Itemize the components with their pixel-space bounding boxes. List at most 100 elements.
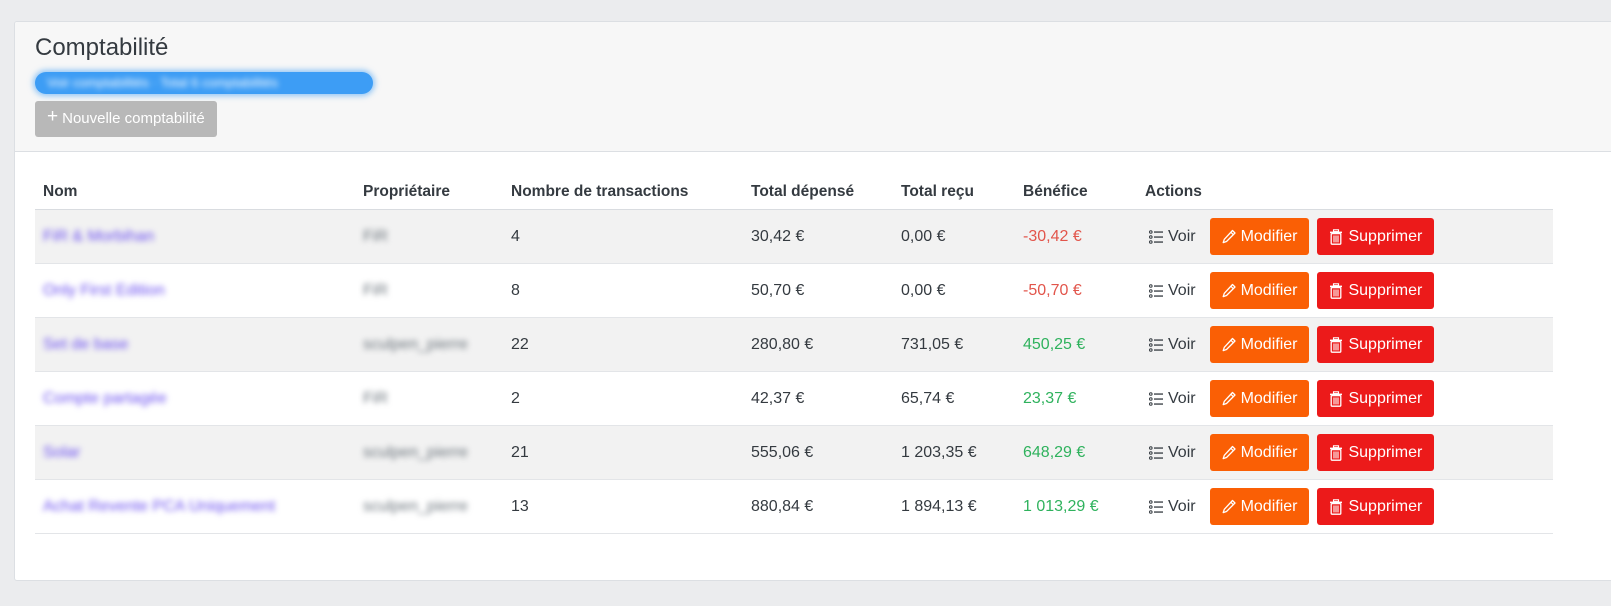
edit-button[interactable]: Modifier: [1209, 272, 1310, 309]
pencil-icon: [1222, 337, 1236, 351]
view-button[interactable]: Voir: [1145, 380, 1202, 417]
edit-label: Modifier: [1240, 227, 1298, 245]
edit-label: Modifier: [1240, 335, 1298, 353]
owner-text: FiR: [363, 281, 388, 299]
spent-cell: 880,84 €: [743, 479, 893, 534]
transactions-cell: 22: [503, 317, 743, 372]
new-accounting-button[interactable]: + Nouvelle comptabilité: [35, 101, 217, 137]
column-header-owner[interactable]: Propriétaire: [355, 174, 503, 210]
spent-cell: 42,37 €: [743, 371, 893, 426]
view-button[interactable]: Voir: [1145, 326, 1202, 363]
view-button[interactable]: Voir: [1145, 218, 1202, 255]
profit-cell: 23,37 €: [1015, 371, 1137, 426]
table-body: FiR & Morbihan FiR 4 30,42 € 0,00 € -30,…: [35, 209, 1553, 534]
column-header-actions: Actions: [1137, 174, 1553, 210]
profit-cell: 648,29 €: [1015, 425, 1137, 480]
accounting-name-link[interactable]: Compte partagée: [43, 389, 167, 407]
owner-text: sculpen_pierre: [363, 335, 468, 353]
actions-cell: Voir Modifier: [1137, 209, 1553, 264]
table-row: Set de base sculpen_pierre 22 280,80 € 7…: [35, 317, 1553, 372]
trash-icon: [1330, 336, 1343, 353]
table-header-row: Nom Propriétaire Nombre de transactions …: [35, 174, 1553, 210]
pencil-icon: [1222, 283, 1236, 297]
delete-button[interactable]: Supprimer: [1317, 434, 1435, 471]
delete-label: Supprimer: [1348, 281, 1423, 299]
breadcrumb-text: Voir comptabilités · Total 6 comptabilit…: [47, 75, 278, 90]
view-label: Voir: [1168, 281, 1196, 299]
column-header-transactions[interactable]: Nombre de transactions: [503, 174, 743, 210]
table-header: Nom Propriétaire Nombre de transactions …: [35, 174, 1553, 210]
delete-button[interactable]: Supprimer: [1317, 380, 1435, 417]
delete-button[interactable]: Supprimer: [1317, 272, 1435, 309]
owner-text: FiR: [363, 227, 388, 245]
table-row: Achat Revente PCA Uniquement sculpen_pie…: [35, 479, 1553, 534]
table-row: Only First Edition FiR 8 50,70 € 0,00 € …: [35, 263, 1553, 318]
spent-cell: 50,70 €: [743, 263, 893, 318]
list-icon: [1149, 229, 1163, 244]
accounting-name-link[interactable]: Achat Revente PCA Uniquement: [43, 497, 276, 515]
transactions-cell: 13: [503, 479, 743, 534]
delete-label: Supprimer: [1348, 497, 1423, 515]
received-cell: 1 894,13 €: [893, 479, 1015, 534]
pencil-icon: [1222, 499, 1236, 513]
view-label: Voir: [1168, 443, 1196, 461]
actions-cell: Voir Modifier: [1137, 317, 1553, 372]
profit-cell: -50,70 €: [1015, 263, 1137, 318]
trash-icon: [1330, 282, 1343, 299]
accounting-card: Comptabilité Voir comptabilités · Total …: [14, 21, 1611, 581]
edit-label: Modifier: [1240, 389, 1298, 407]
breadcrumb[interactable]: Voir comptabilités · Total 6 comptabilit…: [35, 72, 373, 94]
pencil-icon: [1222, 391, 1236, 405]
received-cell: 731,05 €: [893, 317, 1015, 372]
delete-button[interactable]: Supprimer: [1317, 326, 1435, 363]
name-cell: Compte partagée: [35, 371, 355, 426]
edit-button[interactable]: Modifier: [1209, 218, 1310, 255]
actions-cell: Voir Modifier: [1137, 425, 1553, 480]
table-row: FiR & Morbihan FiR 4 30,42 € 0,00 € -30,…: [35, 209, 1553, 264]
trash-icon: [1330, 444, 1343, 461]
accounting-name-link[interactable]: FiR & Morbihan: [43, 227, 155, 245]
edit-button[interactable]: Modifier: [1209, 380, 1310, 417]
row-actions: Voir Modifier: [1145, 380, 1545, 417]
owner-cell: sculpen_pierre: [355, 317, 503, 372]
accounting-name-link[interactable]: Only First Edition: [43, 281, 165, 299]
column-header-spent[interactable]: Total dépensé: [743, 174, 893, 210]
view-button[interactable]: Voir: [1145, 488, 1202, 525]
view-label: Voir: [1168, 335, 1196, 353]
column-header-received[interactable]: Total reçu: [893, 174, 1015, 210]
view-button[interactable]: Voir: [1145, 272, 1202, 309]
view-label: Voir: [1168, 227, 1196, 245]
received-cell: 65,74 €: [893, 371, 1015, 426]
row-actions: Voir Modifier: [1145, 326, 1545, 363]
list-icon: [1149, 391, 1163, 406]
list-icon: [1149, 337, 1163, 352]
column-header-name[interactable]: Nom: [35, 174, 355, 210]
column-header-profit[interactable]: Bénéfice: [1015, 174, 1137, 210]
owner-cell: FiR: [355, 263, 503, 318]
edit-button[interactable]: Modifier: [1209, 326, 1310, 363]
view-button[interactable]: Voir: [1145, 434, 1202, 471]
trash-icon: [1330, 228, 1343, 245]
owner-cell: FiR: [355, 371, 503, 426]
accounting-name-link[interactable]: Solar: [43, 443, 81, 461]
list-icon: [1149, 445, 1163, 460]
pencil-icon: [1222, 229, 1236, 243]
page-title: Comptabilité: [35, 34, 169, 61]
delete-button[interactable]: Supprimer: [1317, 218, 1435, 255]
name-cell: FiR & Morbihan: [35, 209, 355, 264]
transactions-cell: 21: [503, 425, 743, 480]
row-actions: Voir Modifier: [1145, 434, 1545, 471]
edit-label: Modifier: [1240, 281, 1298, 299]
owner-text: FiR: [363, 389, 388, 407]
received-cell: 0,00 €: [893, 263, 1015, 318]
owner-cell: sculpen_pierre: [355, 425, 503, 480]
delete-label: Supprimer: [1348, 443, 1423, 461]
delete-label: Supprimer: [1348, 389, 1423, 407]
owner-text: sculpen_pierre: [363, 443, 468, 461]
edit-button[interactable]: Modifier: [1209, 434, 1310, 471]
accounting-name-link[interactable]: Set de base: [43, 335, 129, 353]
delete-button[interactable]: Supprimer: [1317, 488, 1435, 525]
pencil-icon: [1222, 445, 1236, 459]
edit-button[interactable]: Modifier: [1209, 488, 1310, 525]
name-cell: Only First Edition: [35, 263, 355, 318]
